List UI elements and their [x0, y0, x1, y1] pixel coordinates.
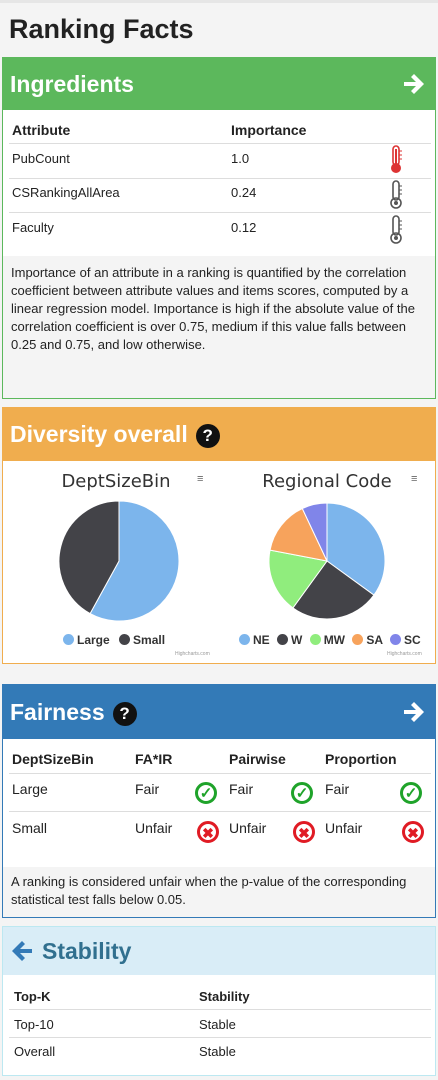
legend: Large Small — [63, 633, 165, 647]
pie-slice-mw[interactable] — [268, 549, 328, 609]
divider — [9, 1009, 431, 1010]
legend-item-mw[interactable]: MW — [309, 633, 345, 647]
arrow-left-icon[interactable] — [11, 939, 35, 963]
proportion-result: Fair — [325, 781, 350, 797]
pie-slice-small[interactable] — [58, 500, 120, 615]
group-name: Large — [12, 781, 48, 797]
attribute-name: PubCount — [12, 151, 70, 166]
divider — [9, 178, 431, 179]
note-area: Importance of an attribute in a ranking … — [3, 256, 435, 398]
pie-slice-sc[interactable] — [301, 502, 328, 562]
pie-slice-ne[interactable] — [326, 502, 386, 596]
legend-item-large[interactable]: Large — [63, 633, 110, 647]
fair-result: Fair — [135, 781, 160, 797]
help-icon[interactable]: ? — [195, 423, 220, 448]
group-name: Small — [12, 820, 48, 836]
divider — [9, 212, 431, 213]
cross-icon: ✖ — [293, 821, 315, 843]
topk-value: Overall — [14, 1044, 56, 1059]
fairness-panel: Fairness? DeptSizeBin FA*IR Pairwise Pro… — [2, 684, 436, 918]
col-stability: Stability — [199, 989, 250, 1004]
chart-title: Regional Code — [262, 471, 392, 492]
col-group: DeptSizeBin — [12, 751, 94, 767]
ingredients-panel: Ingredients Attribute Importance PubCoun… — [2, 57, 436, 399]
col-importance: Importance — [231, 122, 307, 138]
col-topk: Top-K — [14, 989, 51, 1004]
help-icon[interactable]: ? — [112, 701, 137, 726]
divider — [9, 773, 431, 774]
pairwise-result: Unfair — [229, 820, 267, 836]
legend-item-sa[interactable]: SA — [352, 633, 383, 647]
chart-regional-code: Regional Code ≡ NE W MW SA SC Highcharts… — [219, 461, 435, 661]
legend: NE W MW SA SC — [239, 633, 421, 647]
topk-value: Top-10 — [14, 1017, 54, 1032]
ingredients-header[interactable]: Ingredients — [3, 58, 435, 110]
ingredients-title: Ingredients — [10, 71, 134, 97]
col-fair: FA*IR — [135, 751, 173, 767]
col-attribute: Attribute — [12, 122, 71, 138]
note-area: A ranking is considered unfair when the … — [3, 867, 435, 917]
attribute-name: CSRankingAllArea — [12, 185, 120, 200]
stability-value: Stable — [199, 1017, 236, 1032]
importance-value: 0.24 — [231, 185, 257, 200]
legend-item-ne[interactable]: NE — [239, 633, 270, 647]
thermometer-high-icon — [391, 145, 402, 173]
diversity-header: Diversity overall? — [3, 408, 435, 461]
divider — [9, 1037, 431, 1038]
menu-icon[interactable]: ≡ — [411, 473, 418, 485]
chart-credit: Highcharts.com — [387, 651, 422, 657]
diversity-title: Diversity overall — [10, 421, 188, 447]
top-border — [0, 0, 438, 3]
attribute-name: Faculty — [12, 220, 54, 235]
fairness-note: A ranking is considered unfair when the … — [11, 874, 407, 907]
pie-slice-w[interactable] — [292, 560, 375, 620]
legend-item-w[interactable]: W — [277, 633, 302, 647]
legend-item-sc[interactable]: SC — [389, 633, 421, 647]
check-icon: ✓ — [291, 782, 313, 804]
proportion-result: Unfair — [325, 820, 363, 836]
check-icon: ✓ — [195, 782, 217, 804]
importance-value: 0.12 — [231, 220, 257, 235]
pie-slice-sa[interactable] — [269, 507, 328, 562]
arrow-right-icon[interactable] — [401, 72, 425, 96]
pie-chart — [58, 500, 180, 622]
pie-slice-large[interactable] — [89, 500, 180, 622]
pie-chart — [268, 502, 386, 620]
page-title: Ranking Facts — [9, 14, 194, 44]
chart-title: DeptSizeBin — [61, 471, 171, 492]
check-icon: ✓ — [400, 782, 422, 804]
fairness-header[interactable]: Fairness? — [3, 685, 435, 739]
arrow-right-icon[interactable] — [401, 700, 425, 724]
stability-panel: Stability Top-K Stability Top-10 Stable … — [2, 926, 436, 1076]
menu-icon[interactable]: ≡ — [197, 473, 204, 485]
fair-result: Unfair — [135, 820, 173, 836]
chart-credit: Highcharts.com — [175, 651, 210, 657]
col-pairwise: Pairwise — [229, 751, 286, 767]
cross-icon: ✖ — [402, 821, 424, 843]
thermometer-low-icon — [390, 215, 402, 244]
pairwise-result: Fair — [229, 781, 254, 797]
divider — [9, 143, 431, 144]
stability-header[interactable]: Stability — [3, 927, 435, 975]
fairness-title: Fairness — [10, 699, 105, 725]
diversity-panel: Diversity overall? DeptSizeBin ≡ Large S… — [2, 407, 436, 664]
importance-value: 1.0 — [231, 151, 250, 166]
divider — [9, 811, 431, 812]
cross-icon: ✖ — [197, 821, 219, 843]
col-proportion: Proportion — [325, 751, 397, 767]
stability-title: Stability — [42, 938, 132, 964]
chart-deptsizebin: DeptSizeBin ≡ Large Small Highcharts.com — [3, 461, 219, 661]
legend-item-small[interactable]: Small — [119, 633, 165, 647]
stability-value: Stable — [199, 1044, 236, 1059]
importance-note: Importance of an attribute in a ranking … — [11, 265, 415, 352]
thermometer-low-icon — [390, 180, 402, 209]
